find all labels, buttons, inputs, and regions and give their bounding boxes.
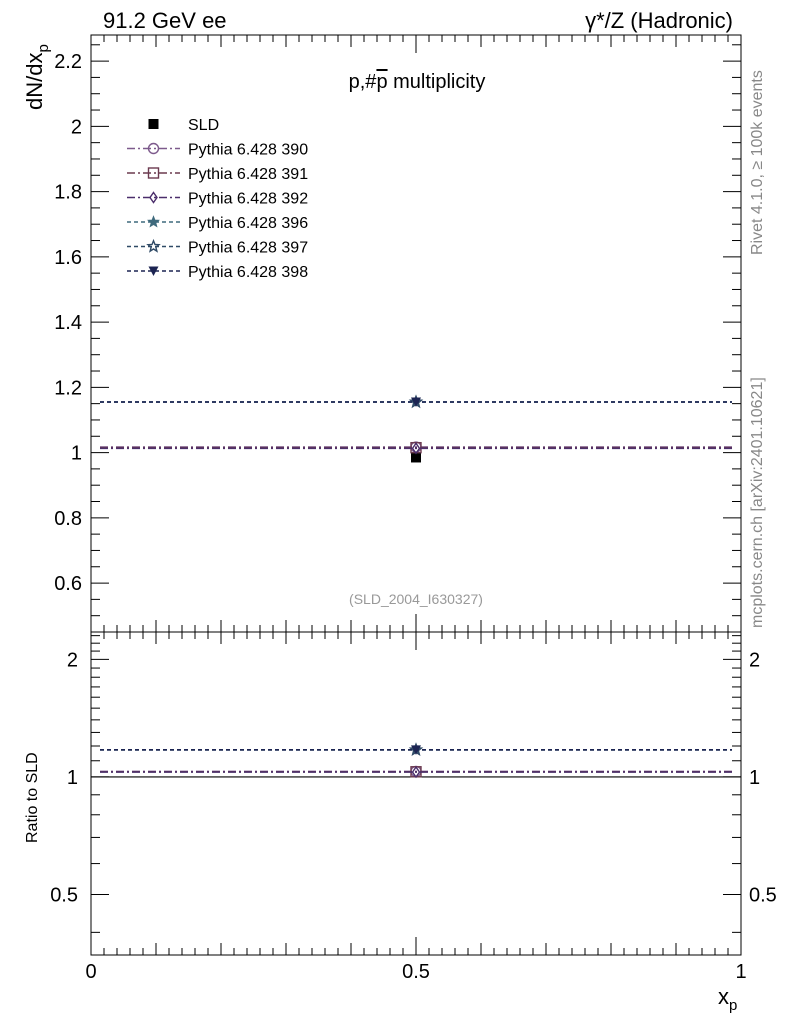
legend-entry: Pythia 6.428 390	[127, 142, 308, 159]
legend-entry: Pythia 6.428 398	[127, 264, 308, 281]
main-y-axis-title: dN/dxp	[22, 44, 52, 110]
legend-label: Pythia 6.428 392	[188, 191, 308, 208]
legend-entry: Pythia 6.428 392	[127, 191, 308, 208]
legend-entry: SLD	[148, 117, 219, 134]
main-series-group	[100, 394, 732, 463]
legend-entry: Pythia 6.428 396	[127, 215, 308, 232]
y-tick-label: 1.8	[54, 182, 82, 204]
x-tick-label: 0	[85, 961, 96, 983]
title-overlined: p	[376, 71, 387, 93]
ratio-series-group	[100, 742, 732, 779]
y-tick-label: 2	[71, 116, 82, 138]
x-tick-label: 0.5	[402, 961, 430, 983]
y-tick-label: 2.2	[54, 51, 82, 73]
legend-marker	[146, 238, 161, 253]
y-tick-label: 1.2	[54, 377, 82, 399]
ratio-point	[411, 745, 421, 755]
header-left: 91.2 GeV ee	[103, 8, 227, 33]
analysis-id: (SLD_2004_I630327)	[349, 591, 483, 607]
ratio-series	[100, 745, 732, 755]
ratio-tick-label-left: 2	[67, 649, 78, 671]
xlabel-main: x	[718, 984, 729, 1009]
legend-marker	[147, 142, 160, 155]
legend-marker	[148, 119, 159, 129]
header-right: γ*/Z (Hadronic)	[585, 8, 733, 33]
data-point	[411, 442, 421, 455]
data-point	[411, 397, 421, 408]
legend-marker	[146, 215, 161, 228]
y-tick-label: 1.4	[54, 312, 82, 334]
ratio-y-ticks	[91, 635, 741, 933]
legend-marker	[148, 266, 159, 276]
ratio-y-axis-title: Ratio to SLD	[24, 752, 41, 843]
mc-series	[100, 397, 732, 408]
ylabel-sub: p	[35, 44, 52, 52]
ratio-tick-label-left: 1	[67, 767, 78, 789]
ratio-tick-label-right: 0.5	[749, 885, 777, 907]
legend-marker	[147, 167, 160, 179]
legend-label: Pythia 6.428 390	[188, 142, 308, 159]
ylabel-main: dN/dx	[22, 53, 47, 110]
ratio-tick-label-right: 2	[749, 649, 760, 671]
mcplots-label: mcplots.cern.ch [arXiv:2401.10621]	[749, 377, 766, 628]
ratio-series	[100, 765, 732, 779]
ratio-point	[411, 765, 421, 779]
data-point	[411, 452, 421, 463]
y-tick-label: 1	[71, 443, 82, 465]
x-tick-labels: 0 0.5 1	[85, 961, 746, 983]
mc-series	[100, 442, 732, 455]
ratio-tick-label-right: 1	[749, 767, 760, 789]
ratio-panel-frame	[90, 631, 742, 956]
legend: SLD Pythia 6.428 390 Pythia 6.428 391 Pythi…	[127, 117, 308, 281]
legend-label: Pythia 6.428 396	[188, 215, 308, 232]
y-tick-label: 0.6	[54, 573, 82, 595]
legend-label: Pythia 6.428 391	[188, 166, 308, 183]
chart-title: p,#p multiplicity	[349, 71, 486, 93]
ratio-tick-label-left: 0.5	[50, 885, 78, 907]
x-tick-label: 1	[735, 961, 746, 983]
x-axis-title: xp	[718, 984, 737, 1014]
legend-label: SLD	[188, 117, 219, 134]
legend-label: Pythia 6.428 397	[188, 240, 308, 257]
data-series-sld	[411, 452, 421, 463]
rivet-label: Rivet 4.1.0, ≥ 100k events	[749, 70, 766, 255]
main-y-tick-labels: 0.6 0.8 1 1.2 1.4 1.6 1.8 2 2.2	[54, 51, 82, 595]
legend-entry: Pythia 6.428 391	[127, 166, 308, 183]
xlabel-sub: p	[729, 997, 737, 1014]
main-y-ticks	[91, 44, 741, 633]
y-tick-label: 0.8	[54, 508, 82, 530]
legend-label: Pythia 6.428 398	[188, 264, 308, 281]
y-tick-label: 1.6	[54, 247, 82, 269]
svg-text:dN/dxp: dN/dxp	[22, 44, 52, 110]
legend-marker	[149, 191, 158, 204]
legend-entry: Pythia 6.428 397	[127, 238, 308, 257]
x-ticks	[90, 35, 742, 955]
ratio-y-tick-labels: 0.5 0.5 1 1 2 2	[50, 649, 777, 906]
